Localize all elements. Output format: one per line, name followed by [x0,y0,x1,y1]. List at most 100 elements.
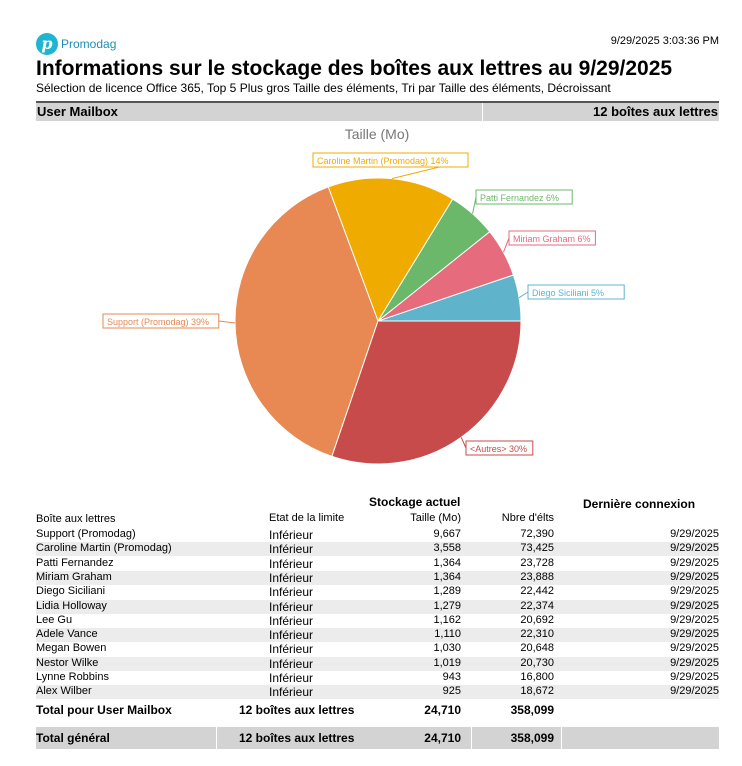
slice-label-box [475,189,573,205]
limit-state-cell: Inférieur [269,685,314,700]
page-title: Informations sur le stockage des boîtes … [36,57,673,80]
limit-state-cell: Inférieur [269,656,314,671]
limit-state-cell: Inférieur [269,528,314,542]
last-login-cell: 9/29/2025 [670,585,719,598]
last-login-cell: 9/29/2025 [670,656,719,669]
mailbox-cell: Patti Fernandez [36,556,114,569]
group-name: User Mailbox [37,104,118,119]
group-header: User Mailbox 12 boîtes aux lettres [36,101,719,121]
mailbox-cell: Megan Bowen [36,642,107,655]
size-cell: 1,110 [434,628,461,641]
mailbox-cell: Nestor Wilke [36,656,99,669]
last-login-cell: 9/29/2025 [670,613,719,626]
items-cell: 20,730 [520,656,554,669]
table-row: Lynne Robbins Inférieur 943 16,800 9/29/2025 [36,671,719,685]
last-login-cell: 9/29/2025 [670,642,719,655]
table-row: Lee Gu Inférieur 1,162 20,692 9/29/2025 [36,614,719,628]
items-cell: 23,728 [520,556,554,569]
table-row: Adele Vance Inférieur 1,110 22,310 9/29/2025 [36,628,719,643]
last-login-cell: 9/29/2025 [670,542,719,555]
table-row: Caroline Martin (Promodag) Inférieur 3,558… [36,542,719,557]
items-cell: 23,888 [520,570,554,583]
col-items: Nbre d'élts [501,512,554,524]
mailbox-cell: Caroline Martin (Promodag) [36,542,172,555]
slice-label-box [312,152,469,168]
limit-state-cell: Inférieur [269,556,314,571]
slice-label: Diego Siciliani 5% [532,288,604,298]
subtotal-count: 12 boîtes aux lettres [239,703,355,717]
mailbox-cell: Miriam Graham [36,570,112,583]
items-cell: 20,648 [520,642,554,655]
items-cell: 20,692 [520,613,554,626]
mailbox-cell: Diego Siciliani [36,585,106,598]
mailbox-cell: Support (Promodag) [36,528,136,540]
items-cell: 18,672 [520,685,554,698]
limit-state-cell: Inférieur [269,642,314,657]
total-label: Total général [36,731,110,745]
mailbox-cell: Adele Vance [36,628,98,641]
slice-label-box [508,230,596,246]
total-size: 24,710 [424,731,461,745]
pie-slice [327,177,454,323]
limit-state-cell: Inférieur [269,585,314,600]
total-items: 358,099 [510,731,554,745]
slice-label-box [465,440,534,456]
size-cell: 943 [442,671,461,683]
report-timestamp: 9/29/2025 3:03:36 PM [610,35,719,47]
limit-state-cell: Inférieur [269,628,314,643]
pie-chart: Taille (Mo) Diego Siciliani 5% Miriam Gra… [102,126,625,465]
last-login-cell: 9/29/2025 [670,570,719,583]
slice-label: <Autres> 30% [470,444,527,454]
leader-line [460,437,467,449]
size-cell: 1,162 [433,613,461,626]
logo-text: Promodag [61,37,117,51]
size-cell: 1,030 [433,642,461,655]
leader-line [502,237,510,253]
leader-line [218,320,236,324]
chart-title: Taille (Mo) [345,126,410,142]
leader-line [518,291,529,299]
slice-label: Caroline Martin (Promodag) 14% [317,156,449,166]
table-row: Patti Fernandez Inférieur 1,364 23,728 9/29/… [36,557,719,571]
items-cell: 72,390 [520,528,554,540]
last-login-cell: 9/29/2025 [670,556,719,569]
slice-label-box [527,284,625,300]
page-subtitle: Sélection de licence Office 365, Top 5 P… [36,81,611,95]
last-login-cell: 9/29/2025 [670,528,719,540]
table-row: Miriam Graham Inférieur 1,364 23,888 9/29/20… [36,570,719,585]
subtotal-items: 358,099 [510,703,554,717]
subtotal-size: 24,710 [424,703,461,717]
table-row: Alex Wilber Inférieur 925 18,672 9/29/2025 [36,685,719,700]
total-row: Total général 12 boîtes aux lettres 24,7… [36,727,719,749]
size-cell: 9,667 [433,528,461,540]
subtotal-label: Total pour User Mailbox [36,703,172,717]
size-cell: 1,019 [433,656,461,669]
size-cell: 1,364 [433,556,461,569]
items-cell: 16,800 [520,671,554,683]
limit-state-cell: Inférieur [269,570,314,585]
items-cell: 22,374 [520,599,554,612]
size-cell: 1,364 [433,570,461,583]
slice-label: Miriam Graham 6% [513,234,591,244]
limit-state-cell: Inférieur [269,542,314,557]
slice-label-box [102,313,220,329]
col-size: Taille (Mo) [410,512,461,524]
items-cell: 22,442 [520,585,554,598]
col-limit-state: Etat de la limite [269,512,345,524]
table-row: Lidia Holloway Inférieur 1,279 22,374 9/29/2… [36,599,719,614]
items-cell: 73,425 [520,542,554,555]
last-login-cell: 9/29/2025 [670,599,719,612]
items-cell: 22,310 [520,628,554,641]
last-login-header: Dernière connexion [583,497,696,511]
mailbox-cell: Lynne Robbins [36,671,109,683]
group-count: 12 boîtes aux lettres [593,104,718,119]
size-cell: 3,558 [433,542,461,555]
mailbox-cell: Lidia Holloway [36,599,107,612]
col-mailbox: Boîte aux lettres [36,513,116,525]
limit-state-cell: Inférieur [269,613,314,628]
last-login-cell: 9/29/2025 [670,685,719,698]
subtotal-row: Total pour User Mailbox 12 boîtes aux le… [36,700,719,720]
mailbox-cell: Lee Gu [36,613,73,626]
last-login-cell: 9/29/2025 [670,671,719,683]
